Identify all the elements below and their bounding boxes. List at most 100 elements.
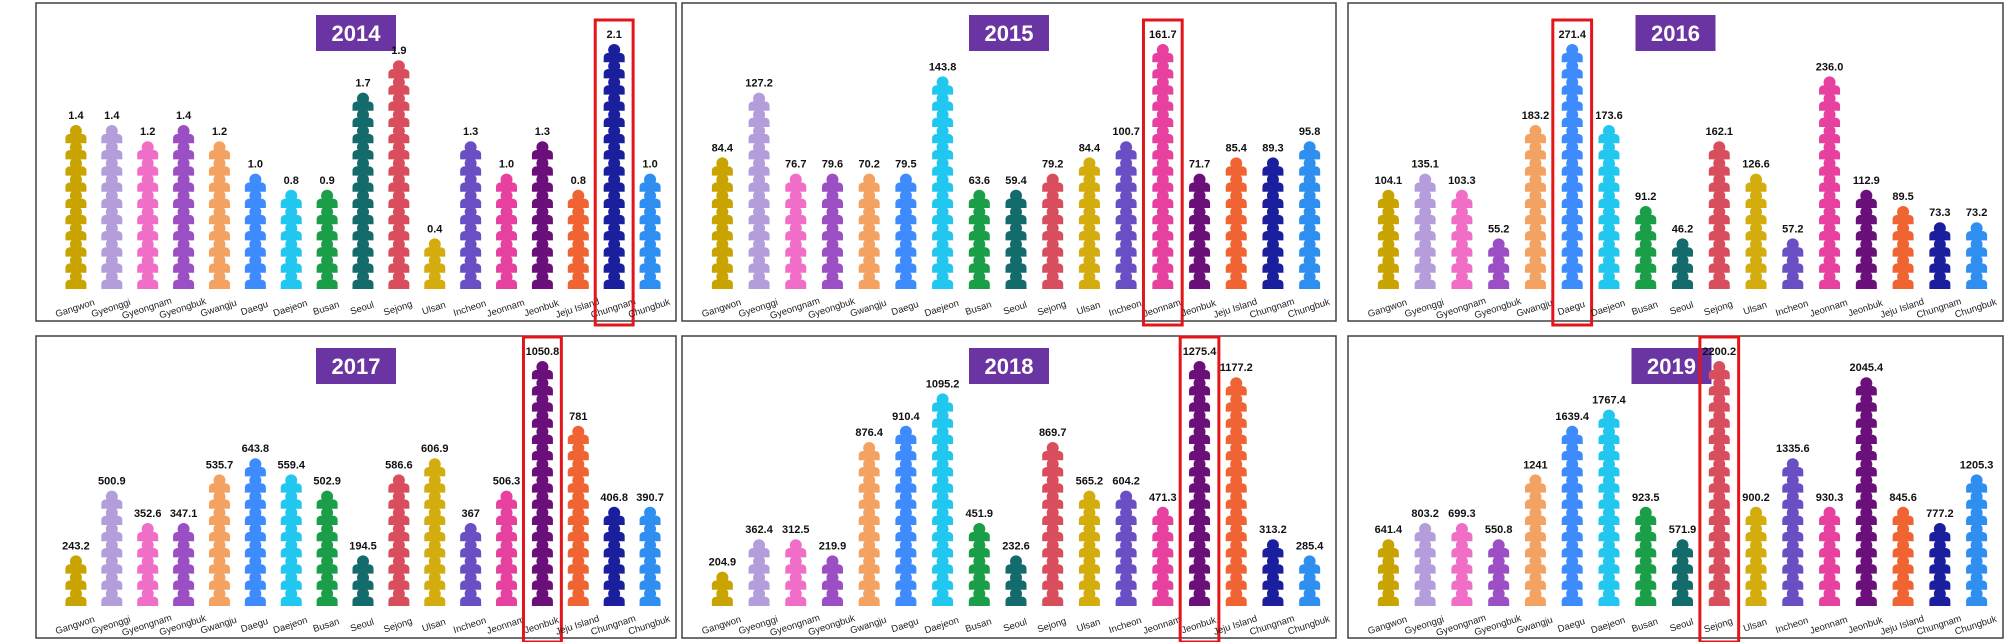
person-icon — [1855, 214, 1877, 225]
person-icon — [244, 279, 266, 289]
chart-title: 2019 — [1647, 354, 1696, 379]
person-icon — [316, 531, 338, 542]
person-icon — [1855, 279, 1877, 289]
person-head-icon — [1713, 189, 1726, 202]
person-icon — [1672, 547, 1693, 558]
person-head-icon — [973, 523, 986, 535]
person-icon — [1561, 230, 1583, 241]
person-head-icon — [1120, 141, 1133, 154]
person-icon — [1262, 214, 1284, 225]
person-icon — [1966, 580, 1988, 590]
person-icon — [1819, 214, 1841, 225]
person-head-icon — [863, 442, 876, 454]
person-head-icon — [1156, 587, 1169, 600]
person-head-icon — [1120, 270, 1133, 283]
person-head-icon — [1120, 157, 1133, 170]
person-head-icon — [1933, 555, 1946, 568]
person-icon — [496, 515, 518, 525]
person-head-icon — [1266, 206, 1279, 218]
person-head-icon — [1566, 238, 1579, 251]
person-head-icon — [936, 409, 949, 422]
person-icon — [496, 230, 518, 241]
person-icon — [1524, 483, 1546, 493]
person-icon — [858, 279, 880, 289]
person-head-icon — [1230, 474, 1243, 487]
person-head-icon — [321, 270, 334, 283]
person-head-icon — [826, 173, 839, 186]
person-head-icon — [1419, 539, 1432, 552]
person-icon — [1078, 166, 1100, 176]
person-head-icon — [285, 222, 298, 235]
data-label: 641.4 — [1375, 524, 1403, 536]
person-icon — [1488, 263, 1510, 273]
person-head-icon — [1010, 270, 1022, 283]
person-head-icon — [1529, 189, 1542, 202]
person-head-icon — [1823, 254, 1836, 267]
person-icon — [567, 547, 589, 558]
person-icon — [1561, 52, 1583, 63]
person-head-icon — [105, 490, 118, 503]
person-icon — [1005, 214, 1027, 225]
person-head-icon — [1492, 571, 1505, 584]
person-icon — [858, 247, 880, 257]
pictograph-bar-gyeonggi — [1414, 173, 1436, 289]
person-icon — [1782, 483, 1804, 493]
person-head-icon — [213, 555, 226, 568]
person-icon — [1892, 230, 1914, 241]
pictograph-bar-busan — [968, 189, 990, 289]
data-label: 2045.4 — [1849, 362, 1884, 374]
person-icon — [352, 117, 374, 127]
data-label: 46.2 — [1672, 223, 1693, 235]
person-head-icon — [141, 587, 154, 600]
person-head-icon — [321, 490, 334, 503]
person-head-icon — [428, 458, 441, 471]
person-head-icon — [392, 173, 405, 186]
person-head-icon — [1156, 539, 1169, 552]
person-head-icon — [899, 571, 912, 584]
person-head-icon — [826, 222, 839, 235]
person-icon — [173, 263, 195, 273]
person-head-icon — [789, 571, 802, 584]
person-head-icon — [141, 206, 154, 218]
person-icon — [1561, 247, 1583, 257]
person-icon — [603, 52, 625, 63]
person-icon — [1708, 466, 1730, 477]
person-head-icon — [1860, 189, 1873, 202]
person-icon — [65, 230, 87, 241]
person-icon — [1561, 214, 1583, 225]
person-head-icon — [1639, 571, 1652, 584]
person-icon — [101, 149, 123, 160]
person-icon — [65, 247, 87, 257]
pictograph-bar-ulsan — [1745, 506, 1767, 606]
person-head-icon — [1897, 506, 1910, 519]
person-icon — [1708, 182, 1730, 192]
person-head-icon — [1046, 587, 1059, 600]
person-icon — [895, 279, 917, 289]
person-icon — [639, 182, 661, 192]
highlight-box — [1698, 335, 1741, 642]
pictograph-bar-seoul — [1672, 539, 1693, 606]
person-icon — [531, 198, 553, 208]
person-icon — [1042, 499, 1064, 509]
person-icon — [1672, 580, 1693, 590]
person-icon — [1189, 385, 1211, 396]
person-head-icon — [213, 206, 226, 218]
data-label: 1095.2 — [926, 378, 960, 390]
person-head-icon — [1529, 506, 1542, 519]
person-icon — [460, 596, 482, 606]
person-head-icon — [1713, 474, 1726, 487]
chart-panel-2017: 2017243.2Gangwon500.9Gyeonggi352.6Gyeong… — [35, 335, 677, 642]
person-icon — [1078, 230, 1100, 241]
person-head-icon — [1120, 238, 1133, 251]
pictograph-bar-incheon — [1115, 490, 1137, 606]
person-head-icon — [1566, 474, 1579, 487]
pictograph-bar-gangwon — [1377, 539, 1399, 606]
person-head-icon — [1230, 206, 1243, 218]
person-head-icon — [1455, 206, 1468, 218]
person-head-icon — [536, 506, 549, 519]
pictograph-bar-gyeongnam — [785, 539, 807, 606]
person-icon — [137, 214, 159, 225]
person-head-icon — [428, 571, 441, 584]
person-icon — [1078, 564, 1100, 574]
person-icon — [1152, 247, 1174, 257]
